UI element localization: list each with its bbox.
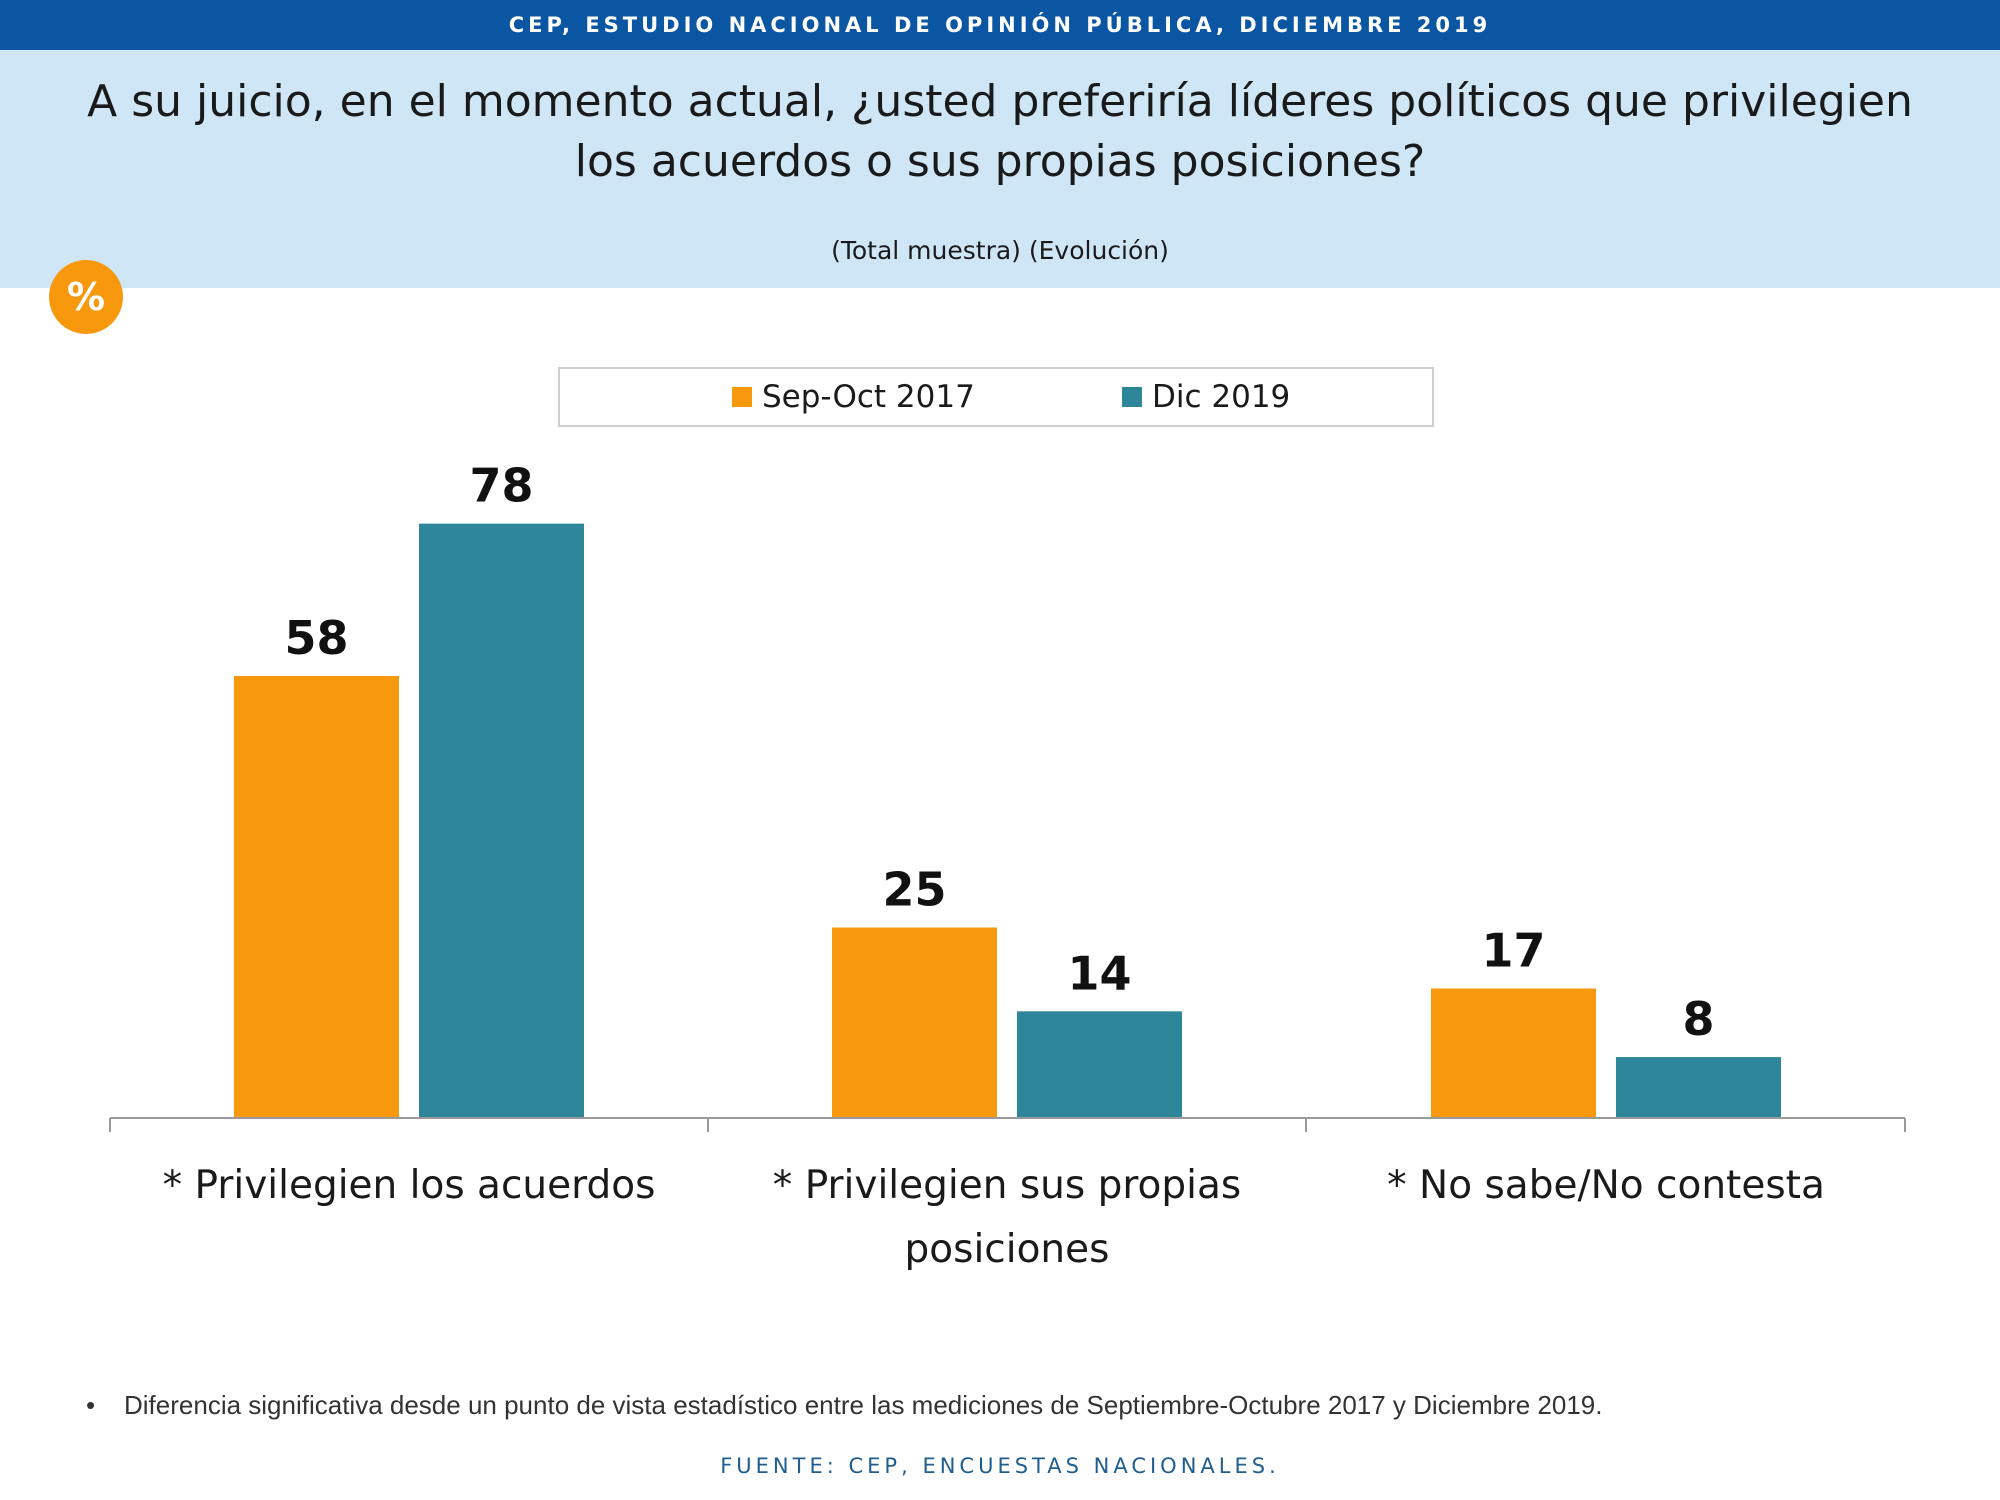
value-label-1-0: 25	[882, 863, 946, 917]
legend-item-2017: Sep-Oct 2017	[732, 369, 975, 425]
legend-swatch-2019	[1122, 386, 1142, 407]
bar-2-0	[1431, 988, 1596, 1118]
value-label-0-0: 58	[284, 611, 348, 665]
value-label-2-0: 17	[1481, 923, 1545, 977]
bar-0-1	[419, 523, 584, 1118]
bar-0-0	[234, 676, 399, 1118]
bar-1-1	[1017, 1011, 1182, 1118]
footnote-bullet: •	[86, 1390, 96, 1420]
percent-badge-icon: %	[49, 260, 123, 334]
chart-legend: Sep-Oct 2017 Dic 2019	[558, 367, 1434, 427]
source-note: FUENTE: CEP, ENCUESTAS NACIONALES.	[720, 1454, 1280, 1478]
category-label-1-0: * Privilegien sus propias	[773, 1163, 1241, 1208]
bar-chart: 58 78 * Privilegien los acuerdos 25 14 * Priv…	[109, 459, 1906, 1272]
category-label-0-0: * Privilegien los acuerdos	[163, 1163, 656, 1208]
top-banner: CEP, ESTUDIO NACIONAL DE OPINIÓN PÚBLICA…	[0, 0, 2000, 50]
bar-1-0	[832, 927, 997, 1118]
value-label-0-1: 78	[469, 459, 533, 513]
footnote: • Diferencia significativa desde un punto…	[86, 1390, 1886, 1421]
chart-question: A su juicio, en el momento actual, ¿uste…	[87, 76, 1913, 187]
value-label-1-1: 14	[1067, 946, 1131, 1000]
legend-item-2019: Dic 2019	[1122, 369, 1290, 425]
header-band	[0, 50, 2000, 288]
footnote-text: Diferencia significativa desde un punto …	[124, 1390, 1603, 1420]
bar-2-1	[1616, 1057, 1781, 1118]
value-label-2-1: 8	[1682, 992, 1714, 1046]
legend-label-2019: Dic 2019	[1152, 379, 1291, 415]
legend-label-2017: Sep-Oct 2017	[762, 379, 975, 415]
legend-swatch-2017	[732, 386, 752, 407]
chart-subtitle: (Total muestra) (Evolución)	[831, 236, 1169, 265]
category-label-2-0: * No sabe/No contesta	[1387, 1163, 1825, 1208]
category-label-1-1: posiciones	[905, 1227, 1110, 1272]
